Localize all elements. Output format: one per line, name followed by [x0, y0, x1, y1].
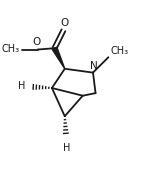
Text: O: O: [32, 37, 41, 47]
Text: CH₃: CH₃: [110, 46, 128, 56]
Text: H: H: [18, 81, 26, 91]
Text: N: N: [90, 61, 97, 71]
Text: O: O: [60, 18, 68, 28]
Text: CH₃: CH₃: [1, 44, 19, 54]
Polygon shape: [52, 47, 65, 69]
Text: H: H: [63, 143, 70, 153]
